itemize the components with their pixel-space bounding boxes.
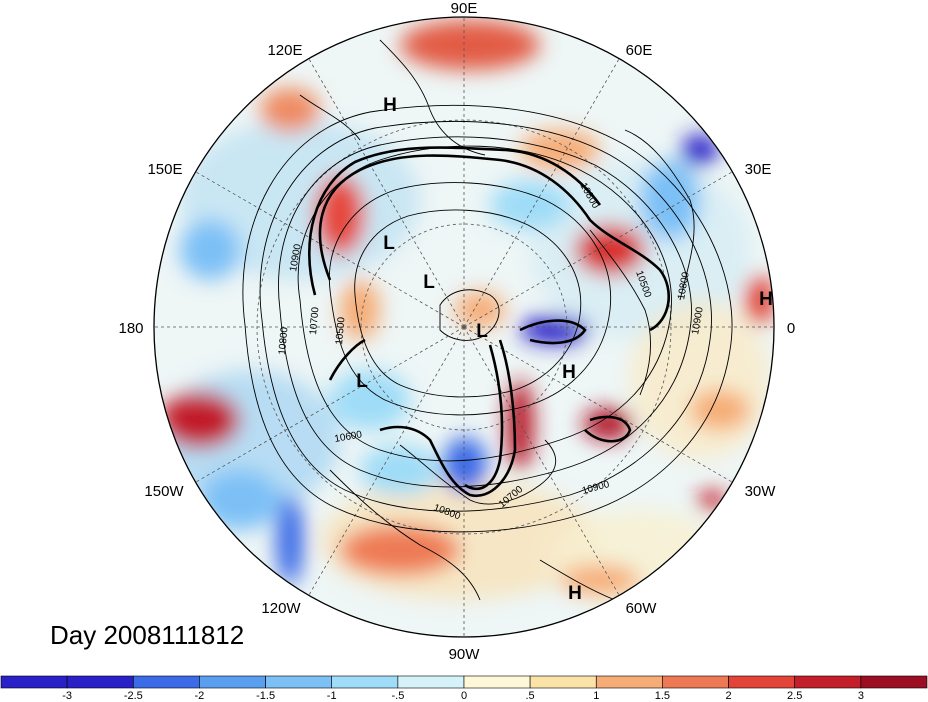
contour-label: 10800: [277, 326, 290, 355]
contour-label: 10500: [334, 316, 347, 345]
colorbar-tick-label: -1: [327, 690, 337, 702]
longitude-label-90e: 90E: [451, 0, 478, 17]
longitude-label-60e: 60E: [626, 42, 653, 59]
longitude-label-120e: 120E: [267, 42, 302, 59]
colorbar-swatch: [0, 675, 68, 689]
longitude-label-60w: 60W: [626, 600, 658, 617]
colorbar-tick-label: 3: [858, 690, 864, 702]
colorbar-tick-label: .5: [526, 690, 535, 702]
colorbar-swatch: [133, 675, 200, 689]
contour-label: 10800: [676, 271, 692, 301]
longitude-label-120w: 120W: [261, 600, 301, 617]
colorbar-swatch: [662, 675, 729, 689]
map-title: Day 2008111812: [50, 620, 245, 650]
longitude-label-90w: 90W: [449, 646, 481, 663]
pressure-centers: H H H H L L L L: [356, 95, 773, 604]
colorbar-swatch: [529, 675, 597, 689]
colorbar-swatch: [794, 675, 862, 689]
longitude-label-30e: 30E: [745, 161, 772, 178]
colorbar-swatch: [66, 675, 134, 689]
graticule: [154, 17, 774, 637]
longitude-label-0: 0: [787, 320, 795, 337]
longitude-label-30w: 30W: [745, 483, 777, 500]
high-pressure-label: H: [562, 362, 576, 383]
colorbar-tick-label: -.5: [391, 690, 404, 702]
high-pressure-label: H: [568, 583, 582, 604]
colorbar-tick-label: 1: [593, 690, 599, 702]
colorbar-tick-label: -2: [195, 690, 205, 702]
contour-label: 10700: [308, 306, 321, 335]
low-pressure-label: L: [423, 272, 435, 293]
low-pressure-label: L: [356, 371, 368, 392]
colorbar-swatch: [397, 675, 465, 689]
low-pressure-label: L: [476, 321, 488, 342]
colorbar-swatch: [265, 675, 333, 689]
colorbar-tick-label: 2.5: [787, 690, 802, 702]
contour-label: 10600: [334, 429, 364, 445]
colorbar-tick-label: -3: [62, 690, 72, 702]
contour-label: 10900: [690, 306, 706, 336]
longitude-label-150e: 150E: [147, 161, 182, 178]
colorbar-tick-label: -2.5: [124, 690, 143, 702]
longitude-label-180: 180: [118, 320, 143, 337]
high-pressure-label: H: [383, 95, 397, 116]
low-pressure-label: L: [383, 233, 395, 254]
high-pressure-label: H: [759, 289, 773, 310]
longitude-labels: 90E 60E 30E 0 30W 60W 90W 120W 150W 180 …: [118, 0, 795, 663]
globe-outline: [153, 16, 775, 638]
colorbar-swatch: [199, 675, 266, 689]
colorbar-tick-label: -1.5: [256, 690, 275, 702]
contour-label: 10900: [288, 243, 304, 273]
height-contours: [242, 104, 733, 533]
longitude-label-150w: 150W: [144, 483, 184, 500]
colorbar-swatch: [860, 675, 928, 689]
colorbar-tick-label: 2: [726, 690, 732, 702]
colorbar-swatch: [463, 675, 531, 689]
colorbar-swatch: [595, 675, 663, 689]
jet-contours: [308, 146, 670, 498]
colorbar-tick-label: 0: [461, 690, 467, 702]
colorbar-tick-label: 1.5: [655, 690, 670, 702]
colorbar-swatch: [331, 675, 399, 689]
colorbar: -3 -2.5 -2 -1.5 -1 -.5 0 .5 1 1.5 2 2.5 3: [0, 675, 928, 702]
colorbar-swatch: [728, 675, 795, 689]
